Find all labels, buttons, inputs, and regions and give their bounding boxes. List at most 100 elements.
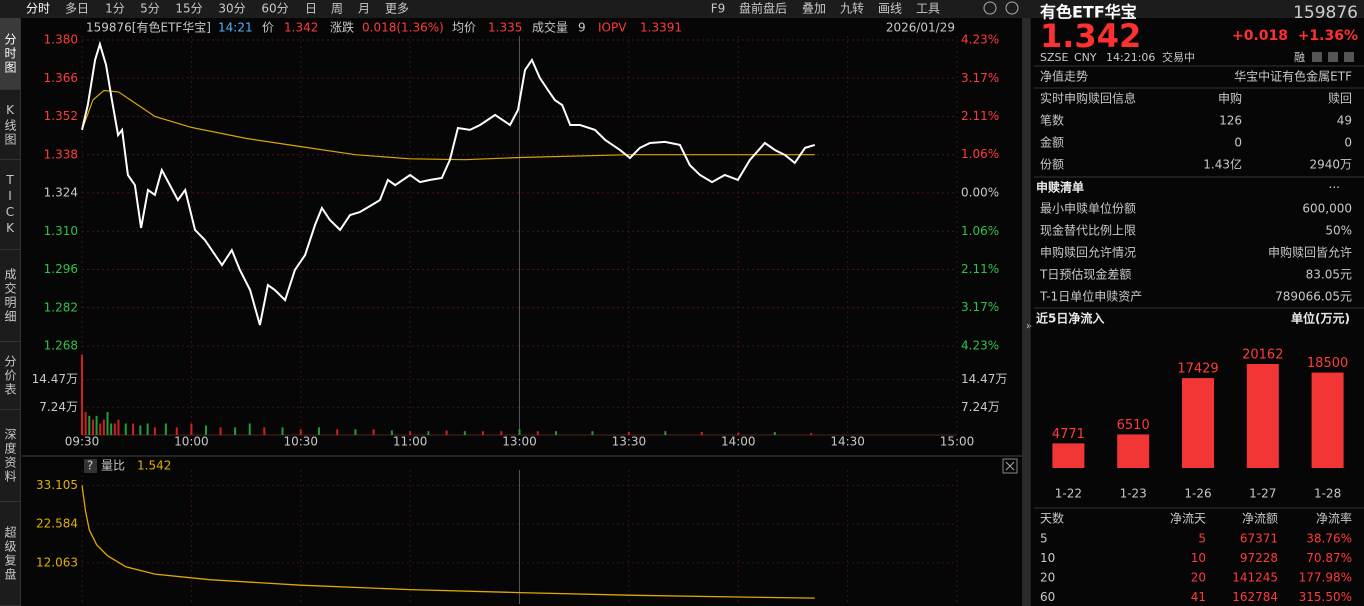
toolbar-tab[interactable]: 月: [358, 2, 370, 16]
flow-header: 净流率: [1316, 511, 1352, 526]
flow-cell: 5: [1198, 532, 1206, 546]
volume-bar: [463, 431, 466, 435]
flow-cell: 41: [1191, 590, 1206, 604]
add-icon[interactable]: [1344, 52, 1354, 62]
volume-bar: [773, 431, 776, 435]
bar-label: 18500: [1307, 356, 1348, 371]
flow-cell: 10: [1040, 551, 1055, 565]
toolbar-tab[interactable]: 更多: [385, 2, 409, 16]
flow-header: 净流天: [1170, 512, 1206, 526]
avg-price-line: [81, 89, 815, 161]
x-tick-label: 1-27: [1249, 487, 1276, 501]
y-tick-label: 22.584: [36, 517, 78, 531]
toolbar-tool[interactable]: F9: [711, 2, 726, 16]
collapse-icon[interactable]: »: [1026, 321, 1032, 332]
toolbar-tab[interactable]: 日: [305, 2, 317, 16]
volume-bar: [95, 415, 98, 435]
volume-bar: [354, 429, 357, 435]
toolbar-tool[interactable]: 画线: [878, 2, 902, 16]
volume-bar: [427, 431, 430, 435]
flow-title: 近5日净流入: [1036, 311, 1104, 326]
volume-bar: [482, 431, 485, 435]
vol-label: 成交量: [532, 20, 568, 35]
flow-cell: 315.50%: [1299, 590, 1352, 604]
sidebar-tab[interactable]: 分价表: [0, 342, 20, 410]
x-tick-label: 10:30: [283, 435, 318, 449]
flow-cell: 97228: [1240, 551, 1278, 565]
symbol-title: 159876[有色ETF华宝]: [86, 21, 211, 35]
y2-tick-label: 2.11%: [961, 109, 999, 123]
creation-label: 金额: [1040, 135, 1064, 150]
volume-bar: [139, 425, 142, 435]
help-icon[interactable]: ?: [87, 459, 93, 473]
volume-bar: [737, 432, 740, 435]
toolbar-tab[interactable]: 5分: [140, 2, 160, 16]
edit-icon[interactable]: [1312, 52, 1322, 62]
toolbar-tab[interactable]: 分时: [26, 2, 50, 16]
list-label: 申购赎回允许情况: [1040, 245, 1136, 260]
toolbar-tab[interactable]: 多日: [65, 2, 89, 16]
ratio-label: 量比: [101, 459, 125, 473]
x-tick-label: 14:00: [721, 435, 756, 449]
index-name: 华宝中证有色金属ETF: [1234, 69, 1352, 84]
bar: [1052, 443, 1085, 468]
y-tick-label: 12.063: [36, 555, 78, 569]
list-more[interactable]: ···: [1329, 181, 1340, 195]
volume-bar: [234, 427, 237, 435]
info-time: 14:21: [218, 21, 253, 35]
flow-unit: 单位(万元): [1291, 311, 1350, 326]
sidebar-tab[interactable]: 超级复盘: [0, 502, 20, 606]
toolbar-tab[interactable]: 15分: [175, 2, 202, 16]
toolbar-tool[interactable]: 叠加: [802, 2, 826, 16]
toolbar-bg: [0, 0, 1364, 18]
list-value: 50%: [1325, 224, 1352, 238]
quote-time: 14:21:06: [1106, 51, 1155, 64]
list-label: 现金替代比例上限: [1040, 223, 1136, 238]
y-tick-label: 1.296: [44, 262, 78, 276]
toolbar-tab[interactable]: 60分: [261, 2, 288, 16]
flow-cell: 20: [1040, 571, 1055, 585]
settings-icon[interactable]: [983, 1, 997, 15]
help-box[interactable]: [84, 459, 97, 473]
y2-tick-label: 4.23%: [961, 33, 999, 47]
volume-bar: [99, 423, 102, 435]
sidebar-tab[interactable]: 成交明细: [0, 250, 20, 342]
volume-bar: [445, 430, 448, 435]
sidebar-tab[interactable]: TICK: [0, 160, 20, 250]
volume-bar: [153, 427, 156, 435]
x-tick-label: 14:30: [830, 435, 865, 449]
list-value: 600,000: [1302, 202, 1352, 216]
toolbar-tab[interactable]: 周: [331, 2, 343, 16]
close-box[interactable]: [1002, 458, 1018, 474]
y2-tick-label: 0.00%: [961, 186, 999, 200]
toolbar-tool[interactable]: 工具: [916, 2, 940, 16]
sidebar-tab[interactable]: K线图: [0, 90, 20, 160]
toolbar-tab[interactable]: 30分: [218, 2, 245, 16]
creation-label: 份额: [1040, 158, 1064, 172]
bar-label: 6510: [1117, 418, 1150, 433]
flow-cell: 162784: [1232, 590, 1278, 604]
bar-label: 17429: [1177, 362, 1218, 377]
volume-bar: [664, 431, 667, 435]
y-tick-label: 7.24万: [961, 400, 1000, 414]
ratio-value: 1.542: [137, 459, 171, 473]
help-icon[interactable]: [1005, 1, 1019, 15]
edit-icon[interactable]: [1328, 52, 1338, 62]
sidebar-tab[interactable]: 深度资料: [0, 410, 20, 502]
toolbar-tool[interactable]: 盘前盘后: [739, 1, 787, 16]
y-tick-label: 1.324: [44, 186, 78, 200]
flow-cell: 38.76%: [1306, 532, 1352, 546]
info-date: 2026/01/29: [886, 21, 955, 35]
flow-cell: 177.98%: [1299, 571, 1352, 585]
toolbar-tab[interactable]: 1分: [105, 2, 125, 16]
flow-cell: 10: [1191, 551, 1206, 565]
close-icon[interactable]: [1005, 461, 1015, 471]
x-tick-label: 1-22: [1055, 487, 1082, 501]
volume-bar: [299, 429, 302, 435]
volume-bar: [390, 430, 393, 435]
list-value: 789066.05元: [1275, 290, 1352, 304]
toolbar-tool[interactable]: 九转: [840, 1, 864, 16]
flow-header: 净流额: [1242, 512, 1278, 526]
sidebar-tab[interactable]: 分时图: [0, 18, 20, 90]
